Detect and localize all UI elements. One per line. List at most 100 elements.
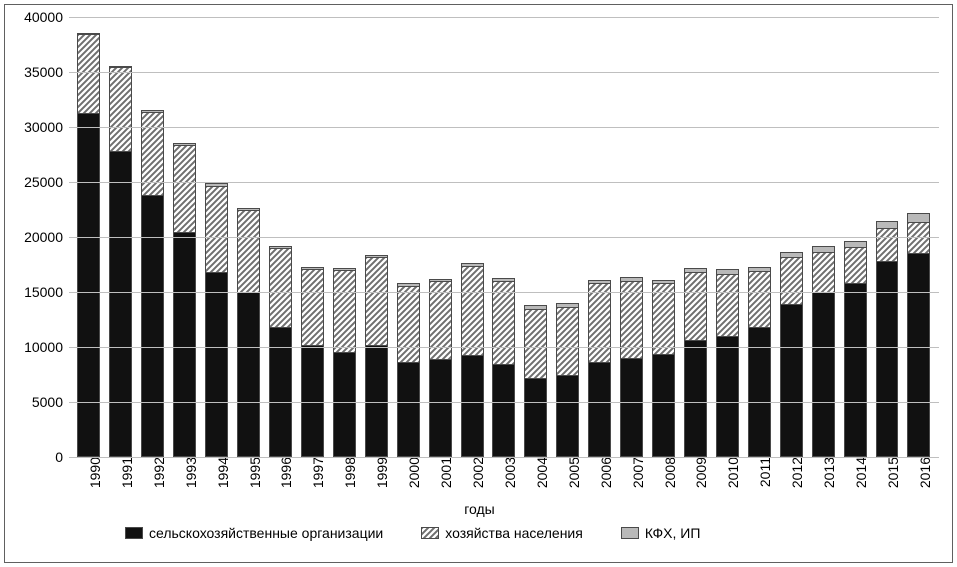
- bar-segment-s2: [908, 223, 929, 254]
- bar-stack: [876, 221, 899, 457]
- bar-segment-s1: [845, 284, 866, 456]
- bar-segment-s1: [302, 346, 323, 456]
- x-tick-label: 2001: [434, 457, 454, 488]
- x-tick-label: 2008: [658, 457, 678, 488]
- bar-segment-s1: [174, 233, 195, 456]
- bar-stack: [588, 280, 611, 457]
- bar-segment-s2: [653, 284, 674, 354]
- legend-label: КФХ, ИП: [645, 525, 701, 541]
- bar-segment-s1: [142, 196, 163, 456]
- bar-segment-s1: [78, 114, 99, 456]
- x-tick-label: 1994: [211, 457, 231, 488]
- legend-label: сельскохозяйственные организации: [149, 525, 383, 541]
- x-tick-label: 2012: [785, 457, 805, 488]
- y-tick-label: 15000: [24, 284, 63, 300]
- x-tick-label: 2000: [402, 457, 422, 488]
- gridline: [69, 182, 939, 183]
- y-tick-label: 20000: [24, 229, 63, 245]
- x-tick-label: 1995: [243, 457, 263, 488]
- bar-stack: [173, 143, 196, 457]
- bar-stack: [429, 279, 452, 457]
- x-tick-label: 2002: [466, 457, 486, 488]
- bar-segment-s1: [430, 360, 451, 456]
- x-tick-label: 2005: [562, 457, 582, 488]
- legend-swatch: [621, 527, 639, 539]
- bar-segment-s2: [493, 282, 514, 365]
- gridline: [69, 347, 939, 348]
- bar-segment-s3: [845, 242, 866, 249]
- bar-segment-s1: [589, 363, 610, 457]
- gridline: [69, 72, 939, 73]
- x-tick-label: 2003: [498, 457, 518, 488]
- legend-item-s2: хозяйства населения: [421, 525, 583, 541]
- bar-stack: [269, 246, 292, 457]
- bar-segment-s1: [813, 293, 834, 456]
- y-tick-label: 25000: [24, 174, 63, 190]
- bar-stack: [301, 267, 324, 457]
- y-tick-label: 5000: [32, 394, 63, 410]
- legend-item-s3: КФХ, ИП: [621, 525, 701, 541]
- bar-stack: [716, 269, 739, 457]
- bar-stack: [109, 66, 132, 457]
- bar-stack: [844, 241, 867, 457]
- bar-segment-s2: [142, 113, 163, 197]
- bar-segment-s1: [398, 363, 419, 457]
- x-tick-label: 1993: [179, 457, 199, 488]
- bar-segment-s1: [493, 365, 514, 456]
- bar-stack: [684, 268, 707, 457]
- bar-segment-s2: [685, 273, 706, 340]
- x-tick-label: 2011: [753, 457, 773, 487]
- x-tick-label: 1992: [147, 457, 167, 488]
- plot-area: 1990199119921993199419951996199719981999…: [69, 17, 939, 457]
- bar-segment-s1: [685, 341, 706, 457]
- bar-segment-s3: [877, 222, 898, 230]
- bar-segment-s2: [366, 258, 387, 346]
- gridline: [69, 17, 939, 18]
- bar-segment-s2: [238, 211, 259, 294]
- gridline: [69, 127, 939, 128]
- y-tick-label: 40000: [24, 9, 63, 25]
- bar-stack: [77, 33, 100, 457]
- bar-segment-s2: [78, 35, 99, 114]
- bar-segment-s1: [206, 273, 227, 456]
- legend-swatch: [125, 527, 143, 539]
- y-tick-label: 30000: [24, 119, 63, 135]
- bar-segment-s2: [206, 187, 227, 274]
- bar-segment-s2: [270, 249, 291, 328]
- x-tick-label: 2007: [626, 457, 646, 488]
- bar-segment-s2: [717, 275, 738, 338]
- x-tick-label: 2009: [689, 457, 709, 488]
- x-tick-label: 1998: [338, 457, 358, 488]
- bar-segment-s1: [621, 359, 642, 456]
- bar-stack: [748, 267, 771, 457]
- gridline: [69, 237, 939, 238]
- gridline: [69, 292, 939, 293]
- bar-stack: [333, 268, 356, 457]
- bar-segment-s1: [462, 356, 483, 456]
- bar-segment-s2: [525, 310, 546, 379]
- legend-label: хозяйства населения: [445, 525, 583, 541]
- bar-segment-s1: [110, 152, 131, 456]
- bar-stack: [524, 305, 547, 457]
- x-tick-label: 2015: [881, 457, 901, 488]
- bar-segment-s2: [430, 282, 451, 360]
- bar-segment-s2: [589, 284, 610, 362]
- bar-stack: [780, 252, 803, 457]
- bar-stack: [237, 208, 260, 457]
- bar-segment-s1: [653, 355, 674, 456]
- y-tick-label: 0: [55, 449, 63, 465]
- bar-segment-s1: [717, 337, 738, 456]
- bar-segment-s2: [749, 272, 770, 328]
- bar-segment-s1: [557, 376, 578, 456]
- bar-segment-s2: [877, 229, 898, 262]
- x-tick-label: 2004: [530, 457, 550, 488]
- bar-segment-s1: [908, 254, 929, 456]
- x-axis-title: годы: [5, 501, 954, 517]
- bar-stack: [492, 278, 515, 457]
- bar-stack: [652, 280, 675, 457]
- bar-segment-s2: [398, 287, 419, 363]
- x-tick-label: 1996: [274, 457, 294, 488]
- legend-item-s1: сельскохозяйственные организации: [125, 525, 383, 541]
- x-tick-label: 2013: [817, 457, 837, 488]
- bar-segment-s2: [462, 267, 483, 356]
